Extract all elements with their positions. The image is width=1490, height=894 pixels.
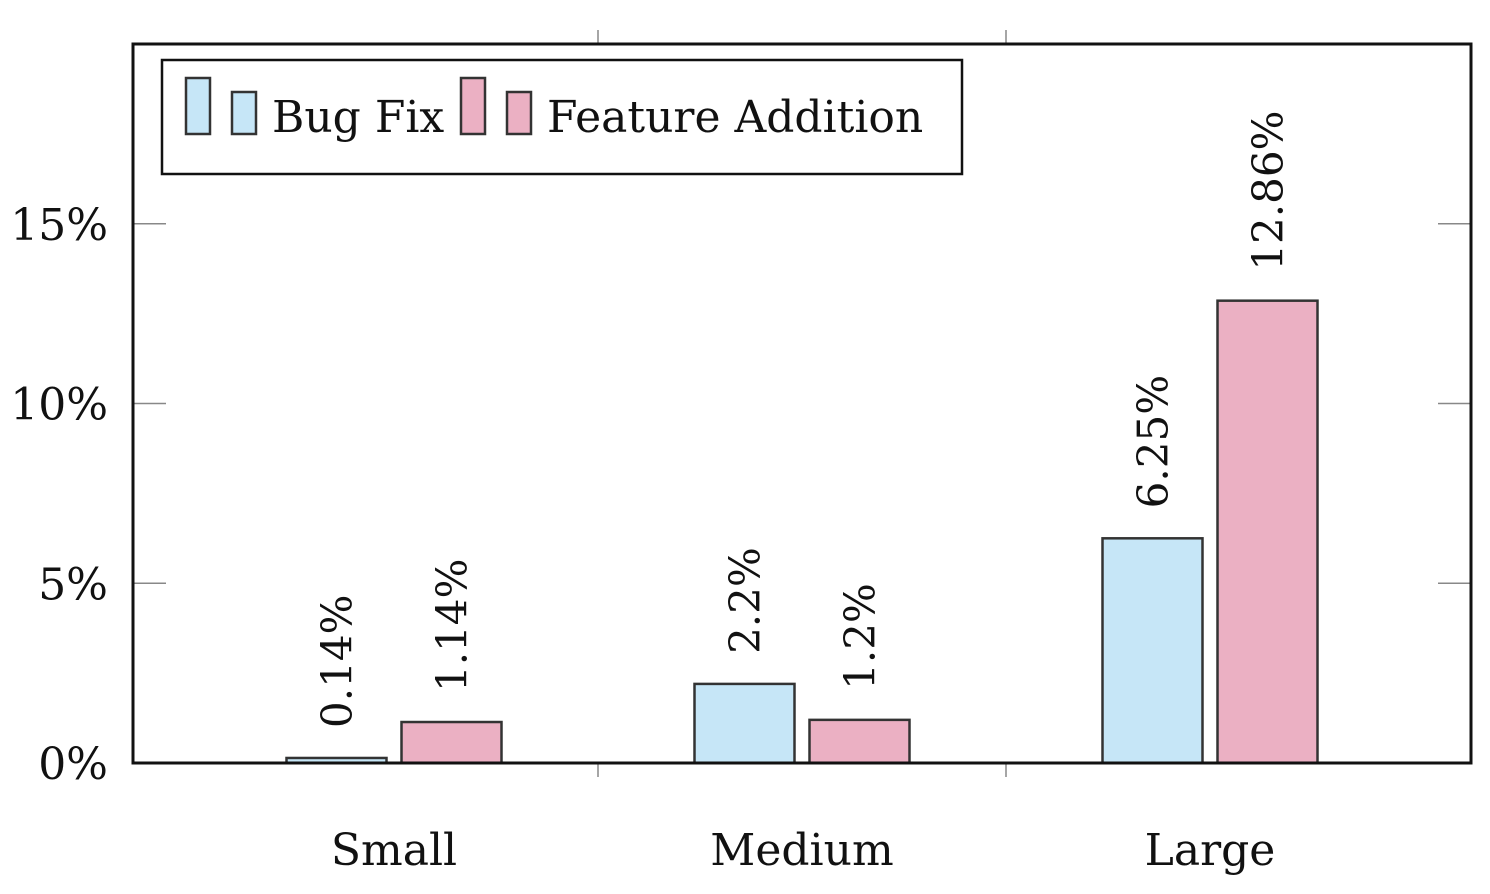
x-category-label: Small <box>331 825 457 876</box>
bar-value-label: 0.14% <box>313 595 362 728</box>
bar <box>400 720 503 765</box>
bars-group <box>285 299 1319 765</box>
y-tick-label: 10% <box>10 380 108 431</box>
y-tick-label: 5% <box>38 559 108 610</box>
legend-label-bug-fix: Bug Fix <box>272 92 444 143</box>
bar <box>808 718 911 765</box>
legend-swatch-feature-addition <box>459 76 487 136</box>
bar-value-label: 6.25% <box>1129 375 1178 508</box>
axis-ticks <box>133 30 1471 777</box>
legend-swatch-bug-fix <box>184 76 212 136</box>
data-labels-group: 0.14% 2.2% 6.25% 1.14% 1.2% 12.86% <box>313 111 1293 728</box>
legend: Bug Fix Feature Addition <box>160 58 964 176</box>
bar <box>1216 299 1319 765</box>
x-category-label: Large <box>1145 825 1276 876</box>
legend-swatch-bug-fix-small <box>230 90 258 136</box>
bar <box>1101 537 1204 765</box>
plot-frame <box>131 42 1473 765</box>
legend-swatch-feature-addition-small <box>505 90 533 136</box>
bar-value-label: 12.86% <box>1244 111 1293 271</box>
y-tick-label: 15% <box>10 200 108 251</box>
bar-value-label: 1.2% <box>836 583 885 690</box>
bar <box>693 682 796 765</box>
bar-value-label: 2.2% <box>721 547 770 654</box>
bar-value-label: 1.14% <box>428 559 477 692</box>
legend-box <box>160 58 964 176</box>
y-tick-label: 0% <box>38 739 108 790</box>
x-category-label: Medium <box>710 825 893 876</box>
legend-label-feature-addition: Feature Addition <box>547 92 923 143</box>
axis-labels-group: 0% 5% 10% 15% Small Medium Large <box>10 200 1275 876</box>
